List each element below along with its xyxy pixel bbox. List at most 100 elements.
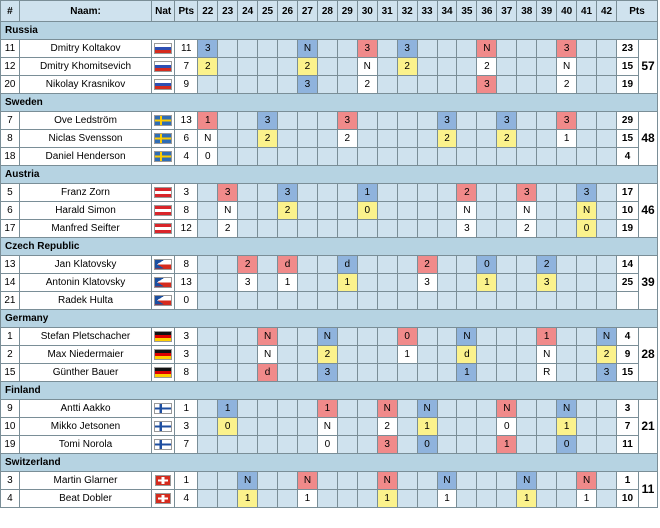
heat-cell: 2	[197, 57, 219, 76]
heat-cell	[237, 435, 259, 454]
rider-row: 4 Beat Dobler 4 1 1 1 1 1 1 10	[0, 489, 658, 508]
rider-points: 1	[174, 471, 199, 490]
rider-row: 8 Niclas Svensson 6 N 2 2 2 2 1 15	[0, 129, 658, 148]
rider-total: 15	[615, 363, 640, 382]
heat-cell	[316, 471, 338, 490]
heat-cell	[217, 471, 239, 490]
heat-cell: 0	[356, 201, 378, 220]
team-group-header: Germany	[0, 309, 658, 328]
heat-cell: 3	[416, 273, 438, 292]
heat-cell: 1	[476, 273, 498, 292]
heat-cell: 3	[336, 111, 358, 130]
rider-name: Beat Dobler	[18, 489, 153, 508]
heat-cell	[277, 417, 298, 436]
heat-cell	[476, 147, 498, 166]
header-round: 41	[576, 0, 598, 22]
heat-cell	[277, 147, 298, 166]
heat-cell	[336, 201, 358, 220]
rider-number: 14	[0, 273, 20, 292]
rider-number: 10	[0, 417, 20, 436]
heat-cell	[436, 435, 458, 454]
heat-cell	[556, 147, 578, 166]
rider-nationality	[151, 435, 176, 454]
heat-cell	[576, 399, 598, 418]
heat-cell	[416, 471, 438, 490]
heat-cell	[277, 327, 298, 346]
heat-cell: 2	[336, 129, 358, 148]
rider-total	[615, 291, 640, 310]
heat-cell: N	[556, 399, 578, 418]
rider-number: 13	[0, 255, 20, 274]
heat-cell	[257, 417, 279, 436]
heat-cell: 2	[596, 345, 617, 364]
heat-cell	[257, 489, 279, 508]
heat-cell	[416, 183, 438, 202]
rider-points: 12	[174, 219, 199, 238]
team-total: 21	[638, 399, 658, 454]
heat-cell	[556, 219, 578, 238]
switzerland-flag	[155, 492, 172, 504]
header-row: # Naam: Nat Pts 22 23 24 25 26 27 28 29 30 31 32 33…	[0, 0, 659, 22]
finland-flag	[154, 420, 173, 432]
rider-row: 11 Dmitry Koltakov 11 3 N 3 3 N 3 23 57	[0, 39, 658, 94]
heat-cell	[197, 327, 219, 346]
rider-name: Günther Bauer	[18, 363, 153, 382]
heat-cell	[556, 255, 578, 274]
heat-cell: 1	[197, 111, 219, 130]
heat-cell	[296, 255, 318, 274]
heat-cell: N	[516, 201, 538, 220]
heat-cell	[296, 327, 318, 346]
team-name: Sweden	[0, 93, 658, 112]
rider-total: 14	[615, 255, 640, 274]
team-group-header: Switzerland	[0, 453, 658, 472]
heat-cell	[596, 183, 617, 202]
rider-number: 6	[0, 201, 20, 220]
heat-cell	[237, 147, 259, 166]
heat-cell	[336, 417, 358, 436]
heat-cell	[456, 129, 478, 148]
heat-cell	[576, 75, 598, 94]
rider-points: 3	[174, 327, 199, 346]
heat-cell: d	[277, 255, 298, 274]
heat-cell: N	[257, 345, 279, 364]
heat-cell: 3	[496, 111, 518, 130]
rider-total: 11	[615, 435, 640, 454]
heat-cell: N	[476, 39, 498, 58]
heat-cell	[356, 291, 378, 310]
team-name: Czech Republic	[0, 237, 658, 256]
heat-cell	[217, 345, 239, 364]
rider-points: 8	[174, 255, 199, 274]
heat-cell	[496, 489, 518, 508]
heat-cell	[217, 327, 239, 346]
heat-cell	[197, 255, 219, 274]
heat-cell	[376, 75, 398, 94]
heat-cell: 3	[257, 111, 279, 130]
heat-cell	[197, 471, 219, 490]
heat-cell: 3	[516, 183, 538, 202]
heat-cell	[496, 363, 518, 382]
heat-cell	[456, 273, 478, 292]
heat-cell	[356, 417, 378, 436]
heat-cell	[396, 291, 418, 310]
heat-cell	[356, 471, 378, 490]
heat-cell: 0	[476, 255, 498, 274]
heat-cell: 3	[316, 363, 338, 382]
heat-cell	[237, 291, 259, 310]
heat-cell	[436, 345, 458, 364]
germany-flag	[154, 366, 173, 378]
heat-cell	[516, 111, 538, 130]
heat-cell: 3	[296, 75, 318, 94]
heat-cell	[576, 39, 598, 58]
heat-cell	[476, 111, 498, 130]
rider-points: 3	[174, 345, 199, 364]
heat-cell	[476, 327, 498, 346]
heat-cell	[277, 111, 298, 130]
rider-row: 12 Dmitry Khomitsevich 7 2 2 N 2 2 N 15	[0, 57, 658, 76]
heat-cell	[496, 75, 518, 94]
rider-row: 20 Nikolay Krasnikov 9 3 2 3 2 19	[0, 75, 658, 94]
rider-number: 9	[0, 399, 20, 418]
rider-row: 5 Franz Zorn 3 3 3 1 2 3 3 17 46	[0, 183, 658, 238]
heat-cell: 0	[496, 417, 518, 436]
heat-cell	[556, 291, 578, 310]
team-group-header: Czech Republic	[0, 237, 658, 256]
